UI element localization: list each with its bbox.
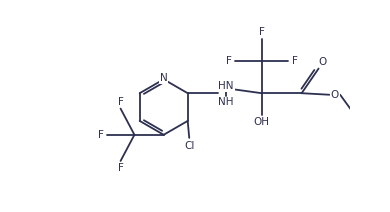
Text: NH: NH <box>218 98 234 107</box>
Text: HN: HN <box>218 81 234 91</box>
Text: F: F <box>259 27 264 37</box>
Text: F: F <box>118 97 124 107</box>
Text: F: F <box>292 56 298 66</box>
Text: F: F <box>118 163 124 173</box>
Text: Cl: Cl <box>185 141 195 151</box>
Text: N: N <box>160 73 168 83</box>
Text: F: F <box>98 130 104 140</box>
Text: F: F <box>225 56 231 66</box>
Text: OH: OH <box>254 117 269 127</box>
Text: O: O <box>318 57 326 67</box>
Text: O: O <box>331 90 339 100</box>
